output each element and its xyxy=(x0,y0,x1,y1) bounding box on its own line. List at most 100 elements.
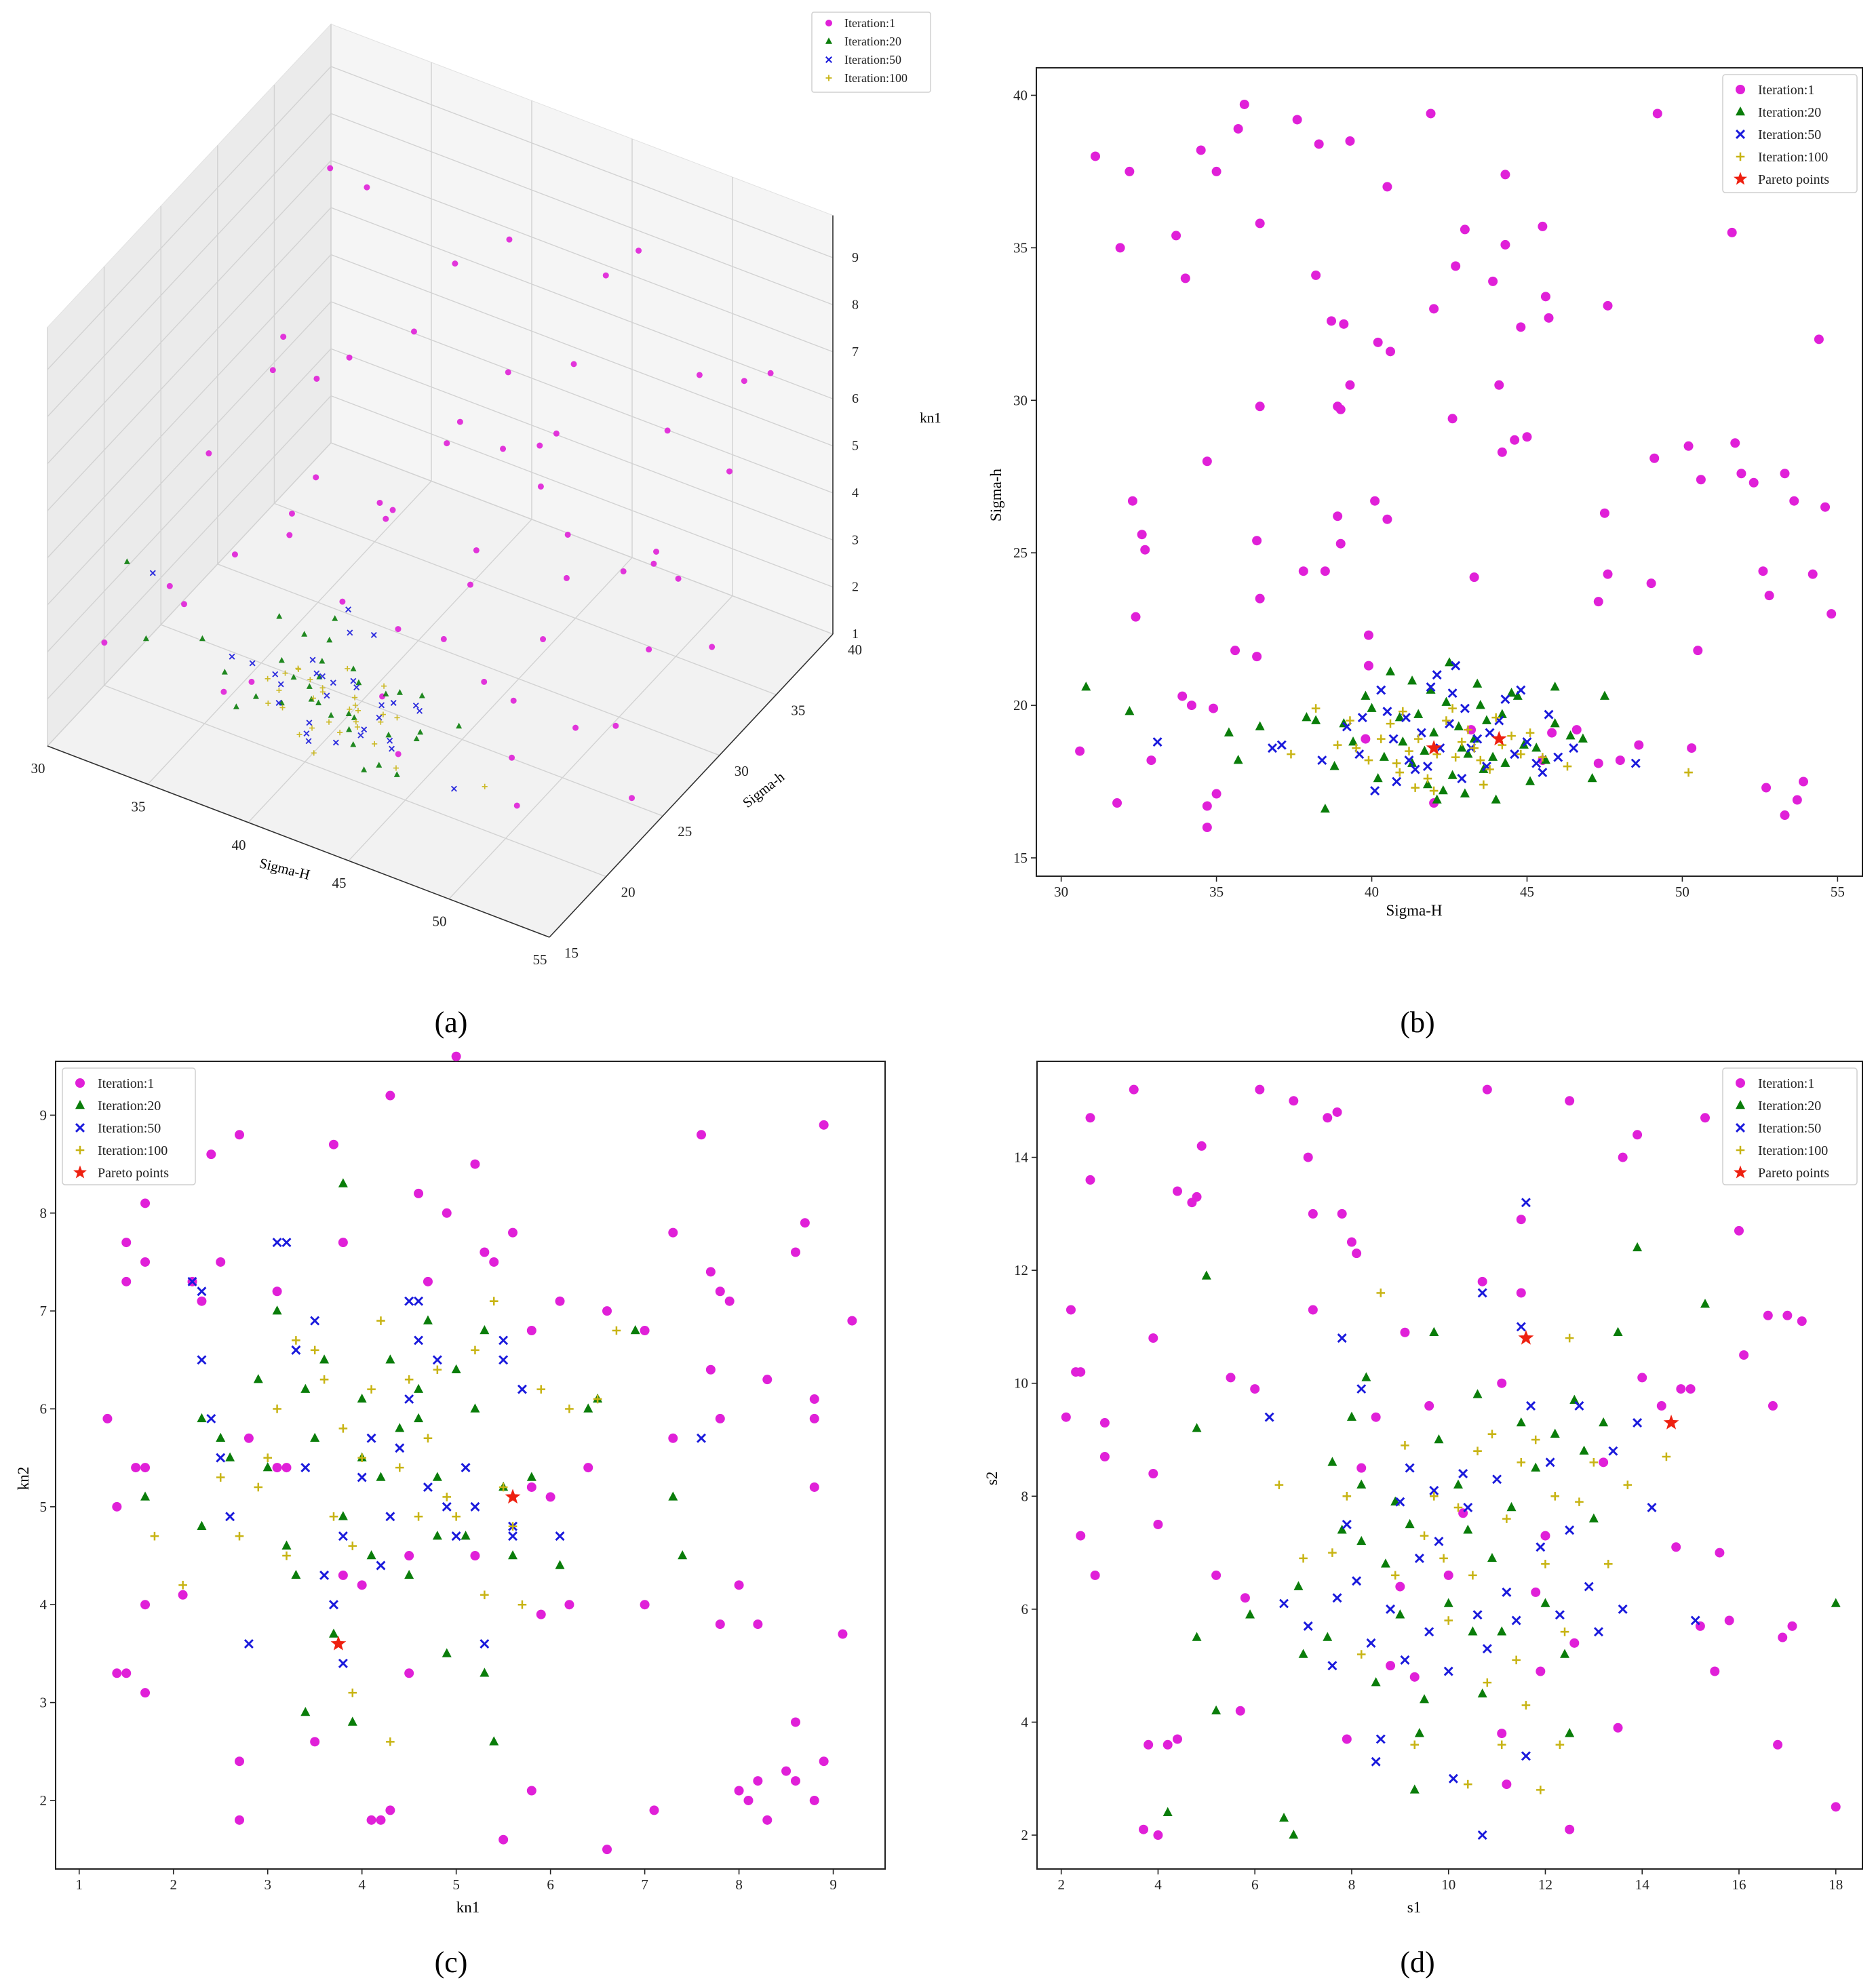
panel-a-gridline xyxy=(47,207,332,511)
panel-d-point-it100 xyxy=(1401,1441,1409,1450)
panel-a-point-it20 xyxy=(345,710,352,717)
panel-d-point-it1 xyxy=(1085,1113,1095,1123)
panel-c-point-it50 xyxy=(414,1296,424,1306)
panel-a-point-it50 xyxy=(357,732,364,739)
panel-a-point-it1 xyxy=(313,474,319,481)
panel-b-point-it1 xyxy=(1426,109,1436,119)
panel-c-point-it20 xyxy=(432,1531,442,1540)
panel-c-point-it50 xyxy=(461,1463,471,1473)
panel-d-point-it1 xyxy=(1076,1531,1086,1541)
panel-d-point-it50 xyxy=(1477,1830,1487,1841)
panel-c-point-it20 xyxy=(376,1472,386,1481)
panel-a-legend-label: Iteration:50 xyxy=(844,53,901,66)
panel-c-ytick-label: 9 xyxy=(40,1107,47,1123)
panel-c-point-it1 xyxy=(809,1795,819,1805)
panel-b-point-it1 xyxy=(1180,273,1190,283)
panel-c-point-it20 xyxy=(526,1472,536,1481)
panel-b-point-it1 xyxy=(1571,725,1582,735)
panel-b-point-it20 xyxy=(1386,666,1395,675)
panel-a-point-it1 xyxy=(206,450,212,457)
panel-c-point-it1 xyxy=(235,1756,245,1767)
panel-d-point-it1 xyxy=(1565,1096,1575,1106)
panel-d-point-it20 xyxy=(1468,1626,1478,1636)
panel-d-point-it1 xyxy=(1332,1107,1342,1117)
panel-d-point-it50 xyxy=(1400,1655,1410,1665)
panel-b-point-it1 xyxy=(1649,453,1660,463)
panel-a-point-it100 xyxy=(265,701,271,707)
panel-d-point-it1 xyxy=(1715,1548,1725,1558)
panel-d-point-it50 xyxy=(1516,1322,1526,1332)
panel-b-point-it100 xyxy=(1451,753,1460,762)
panel-b-point-it20 xyxy=(1491,794,1501,804)
panel-a-3d-grid xyxy=(47,24,834,938)
panel-d-point-it50 xyxy=(1511,1615,1521,1626)
panel-c-point-it1 xyxy=(668,1227,678,1238)
panel-c-point-it20 xyxy=(480,1668,490,1677)
panel-a-ztick-label: 7 xyxy=(852,345,859,359)
panel-b-point-it20 xyxy=(1475,700,1485,709)
panel-d-point-it1 xyxy=(1565,1824,1575,1834)
panel-b-point-it20 xyxy=(1481,715,1491,724)
panel-b-point-it1 xyxy=(1230,646,1240,656)
panel-d-point-it20 xyxy=(1565,1728,1575,1737)
panel-a-gridline xyxy=(330,160,834,353)
panel-b-point-it1 xyxy=(1233,123,1243,134)
panel-b-point-it20 xyxy=(1394,712,1405,722)
panel-a-point-it20 xyxy=(456,722,463,729)
panel-b-point-it1 xyxy=(1363,661,1373,671)
panel-c-point-it100 xyxy=(480,1590,489,1600)
panel-a-xtick-label: 50 xyxy=(433,913,447,930)
panel-b-point-it1 xyxy=(1814,334,1824,345)
panel-c-point-it50 xyxy=(272,1238,282,1248)
panel-a-point-it1 xyxy=(570,361,577,368)
panel-d-point-it1 xyxy=(1352,1248,1362,1259)
panel-b-legend-x-icon xyxy=(1736,130,1745,139)
panel-a-point-it1 xyxy=(505,369,511,376)
panel-d-point-it20 xyxy=(1356,1535,1367,1546)
panel-c-point-it50 xyxy=(423,1482,433,1492)
panel-d-point-it1 xyxy=(1497,1378,1507,1388)
panel-a-point-it100 xyxy=(378,719,384,725)
panel-c-point-it1 xyxy=(235,1815,245,1825)
panel-c-legend-label: Iteration:20 xyxy=(98,1099,161,1114)
panel-a-point-it1 xyxy=(620,568,627,574)
panel-b-point-it50 xyxy=(1447,688,1458,699)
panel-a-xlabel: Sigma-H xyxy=(258,854,311,883)
panel-d-ytick-label: 4 xyxy=(1021,1714,1029,1730)
panel-c-point-it1 xyxy=(545,1492,555,1502)
panel-a-point-it1 xyxy=(653,548,660,555)
panel-d-point-it1 xyxy=(1443,1570,1453,1580)
panel-c-point-it20 xyxy=(414,1383,424,1393)
panel-d-point-it100 xyxy=(1560,1627,1569,1636)
panel-a-point-it100 xyxy=(295,665,301,671)
panel-d-ytick-label: 6 xyxy=(1021,1601,1029,1617)
panel-a-point-it50 xyxy=(330,680,336,686)
panel-c-point-it1 xyxy=(131,1463,141,1473)
panel-c-point-it1 xyxy=(526,1786,536,1796)
panel-a-point-it50 xyxy=(387,737,393,744)
panel-c-point-it20 xyxy=(630,1324,640,1335)
panel-d-point-it50 xyxy=(1647,1502,1657,1512)
panel-b-point-it100 xyxy=(1287,749,1295,759)
panel-d-point-it1 xyxy=(1144,1739,1154,1750)
panel-b-point-it20 xyxy=(1540,755,1550,764)
panel-d-point-it50 xyxy=(1434,1536,1444,1546)
panel-c-series-it100 xyxy=(150,1297,621,1746)
panel-d-point-it20 xyxy=(1477,1688,1487,1698)
panel-a-point-it1 xyxy=(339,598,346,605)
panel-d-point-it1 xyxy=(1076,1367,1086,1377)
panel-d-point-it20 xyxy=(1506,1501,1517,1512)
panel-d-point-it50 xyxy=(1608,1446,1618,1456)
panel-d-point-it1 xyxy=(1424,1401,1434,1411)
panel-b-point-it1 xyxy=(1593,758,1603,768)
panel-d-point-it1 xyxy=(1685,1384,1696,1394)
panel-d-point-it1 xyxy=(1342,1734,1352,1744)
panel-d-scatter: 2 4 6 8 10 12 14 16 182468101214Iteration:1Itera… xyxy=(1014,1061,1863,1893)
panel-c-point-it20 xyxy=(395,1423,405,1432)
panel-c-plot-frame xyxy=(55,1061,886,1870)
panel-c-point-it1 xyxy=(235,1130,245,1140)
panel-d-point-it50 xyxy=(1526,1401,1536,1411)
panel-c-point-it50 xyxy=(291,1345,301,1355)
panel-c-point-it1 xyxy=(140,1257,151,1267)
panel-b-point-it50 xyxy=(1460,703,1470,713)
